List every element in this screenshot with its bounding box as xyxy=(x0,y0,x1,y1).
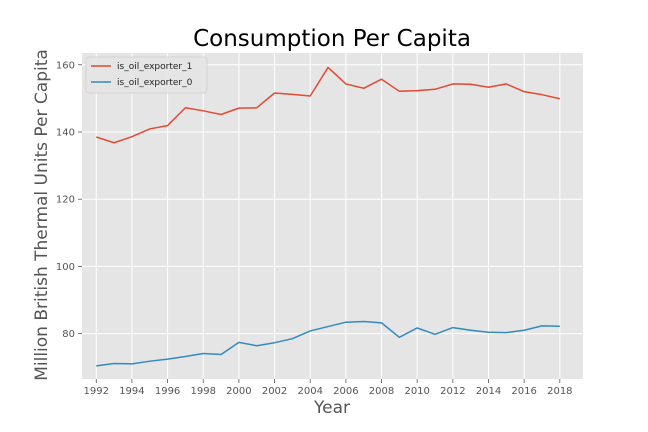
y-tick-label: 100 xyxy=(56,262,75,273)
x-tick-label: 2008 xyxy=(369,386,394,397)
y-tick-label: 120 xyxy=(56,195,75,206)
legend-label-series-1: is_oil_exporter_1 xyxy=(117,62,192,72)
x-tick-label: 2004 xyxy=(297,386,322,397)
x-tick-label: 1992 xyxy=(84,386,109,397)
x-tick-label: 2002 xyxy=(262,386,287,397)
x-tick-label: 1998 xyxy=(191,386,216,397)
series-line-is_oil_exporter_0 xyxy=(96,320,560,367)
y-axis-ticks: 80 100 120 140 160 xyxy=(56,60,82,340)
y-tick-label: 80 xyxy=(62,329,75,340)
x-tick-label: 2016 xyxy=(511,386,536,397)
y-tick-label: 140 xyxy=(56,127,75,138)
x-tick-label: 2010 xyxy=(404,386,429,397)
x-axis-ticks: 1992 1994 1996 1998 2000 2002 2004 2006 2008 2010… xyxy=(84,379,573,397)
x-tick-label: 1996 xyxy=(155,386,180,397)
x-tick-label: 2018 xyxy=(547,386,572,397)
x-tick-label: 2000 xyxy=(226,386,251,397)
y-tick-label: 160 xyxy=(56,60,75,71)
x-tick-label: 2014 xyxy=(476,386,501,397)
plot-area xyxy=(82,53,583,379)
series-lines xyxy=(96,66,560,367)
x-axis-title: Year xyxy=(313,398,350,418)
legend-label-series-2: is_oil_exporter_0 xyxy=(117,78,193,88)
legend-box xyxy=(85,56,208,94)
x-tick-label: 1994 xyxy=(119,386,144,397)
legend: is_oil_exporter_1 is_oil_exporter_0 xyxy=(85,56,208,94)
x-tick-label: 2006 xyxy=(333,386,358,397)
series-line-is_oil_exporter_1 xyxy=(96,66,560,144)
x-tick-label: 2012 xyxy=(440,386,465,397)
y-axis-title: Million British Thermal Units Per Capita xyxy=(32,49,52,381)
chart-title: Consumption Per Capita xyxy=(193,26,471,52)
